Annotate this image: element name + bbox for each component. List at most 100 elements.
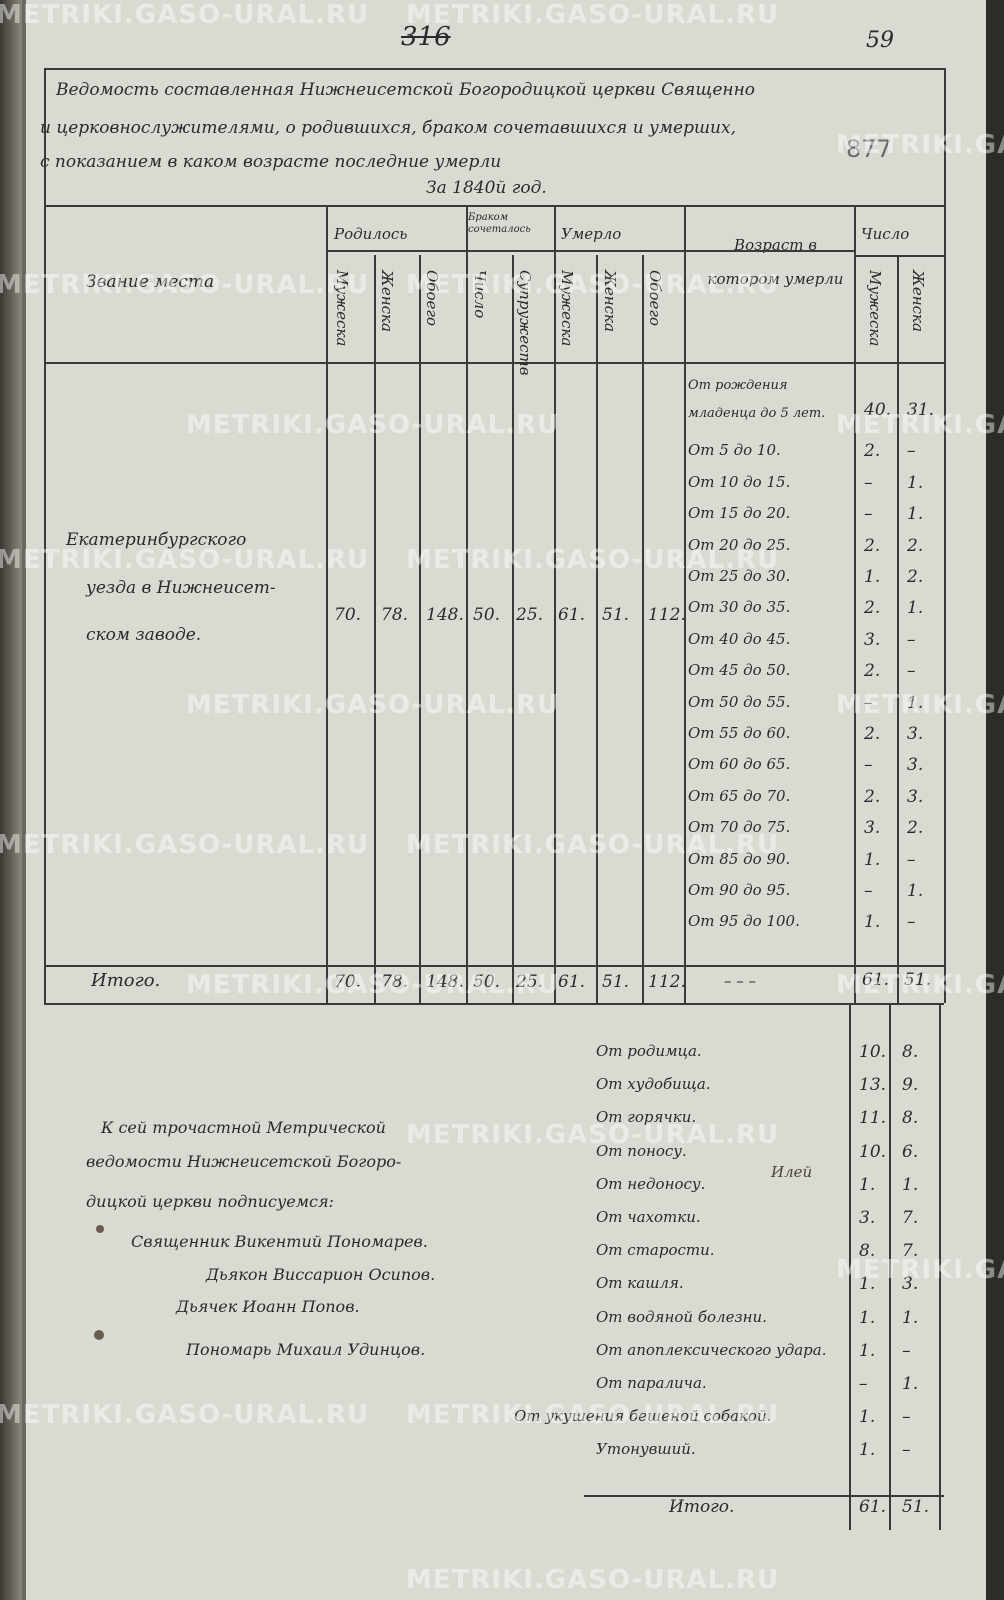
cause-male-count: 1. [859, 1307, 876, 1328]
age-male-count: 40. [864, 400, 892, 420]
cause-female-count: 7. [902, 1208, 919, 1228]
age-female-count: – [907, 849, 916, 870]
signature-sexton: Пономарь Михаил Удинцов. [186, 1340, 426, 1359]
total-value: 112. [648, 972, 686, 992]
cause-male-count: 13. [859, 1075, 887, 1096]
age-group-label: От рождения младенца до 5 лет. [688, 378, 826, 421]
watermark: METRIKI.GASO-URAL.RU [186, 690, 560, 720]
horizontal-rule [584, 1495, 944, 1497]
header-married: Браком сочеталось [468, 212, 531, 235]
cause-label: От недоносу. [596, 1174, 706, 1193]
watermark: METRIKI.GASO-URAL.RU [0, 545, 370, 575]
cell-value: 148. [426, 605, 464, 625]
signature-clerk: Дьячек Иоанн Попов. [176, 1297, 360, 1316]
title-line-3: с показанием в каком возрасте последние … [40, 152, 502, 172]
age-male-count: – [864, 881, 873, 901]
title-line-2: и церковнослужителями, о родившихся, бра… [40, 118, 736, 138]
watermark: METRIKI.GASO-URAL.RU [836, 410, 1004, 440]
age-female-count: 1. [907, 598, 924, 619]
age-female-count: 2. [907, 818, 924, 839]
vertical-rule [939, 1003, 941, 1530]
age-group-label: От 45 до 50. [688, 661, 791, 680]
age-female-count: – [907, 661, 916, 682]
vertical-rule [596, 255, 598, 1003]
cause-label: От горячки. [596, 1108, 697, 1127]
adjacent-page-edge [0, 0, 22, 1600]
causes-total-male: 61. [859, 1497, 887, 1517]
cause-male-count: 8. [859, 1241, 876, 1262]
age-female-count: 3. [907, 786, 924, 807]
cause-female-count: 1. [902, 1374, 919, 1394]
header-count: Число [861, 225, 910, 243]
cause-male-count: 10. [859, 1141, 887, 1162]
place-line-3: ском заводе. [86, 625, 202, 645]
age-group-label: От 15 до 20. [688, 504, 791, 523]
age-group-label: От 70 до 75. [688, 818, 791, 837]
binding-hole [96, 1225, 104, 1233]
cause-label: От укушения бешеной собакой. [514, 1407, 772, 1426]
totals-age-dash: – – – [724, 972, 757, 990]
age-male-count: – [864, 472, 873, 493]
watermark: METRIKI.GASO-URAL.RU [0, 270, 370, 300]
cell-value: 51. [602, 605, 630, 625]
vertical-rule [466, 205, 468, 1003]
cause-male-count: 10. [859, 1042, 887, 1062]
cause-female-count: 7. [902, 1241, 919, 1262]
age-group-label: От 60 до 65. [688, 755, 791, 774]
watermark: METRIKI.GASO-URAL.RU [406, 830, 780, 860]
age-female-count: 2. [907, 535, 924, 556]
cause-female-count: 1. [902, 1174, 919, 1195]
vertical-rule [684, 205, 686, 1003]
age-male-count: – [864, 755, 873, 776]
sign-intro-2: ведомости Нижнеисетской Богоро- [86, 1152, 402, 1171]
age-male-count: 1. [864, 849, 881, 870]
cause-male-count: 3. [859, 1208, 876, 1228]
age-female-count: – [907, 912, 916, 933]
binding-hole [94, 1330, 104, 1340]
cause-label: От худобища. [596, 1075, 711, 1094]
age-group-label: От 5 до 10. [688, 441, 781, 460]
age-female-count: – [907, 629, 916, 650]
watermark: METRIKI.GASO-URAL.RU [0, 0, 370, 30]
age-male-count: 2. [864, 786, 881, 807]
vertical-rule [944, 68, 946, 1003]
vertical-rule [854, 205, 856, 1003]
watermark: METRIKI.GASO-URAL.RU [406, 1565, 780, 1595]
column-header: Мужеска [866, 270, 884, 347]
total-value: 50. [473, 972, 501, 992]
age-group-label: От 20 до 25. [688, 535, 791, 554]
cause-label: От паралича. [596, 1374, 707, 1392]
age-group-label: От 25 до 30. [688, 567, 791, 585]
cause-female-count: – [902, 1440, 911, 1461]
cause-male-count: 1. [859, 1174, 876, 1195]
cause-label: От чахотки. [596, 1208, 701, 1226]
archive-number: 877 [846, 135, 892, 163]
causes-total-female: 51. [902, 1497, 930, 1517]
vertical-rule [512, 255, 514, 1003]
age-male-count: 2. [864, 535, 881, 556]
cause-female-count: 9. [902, 1075, 919, 1096]
age-group-label: От 10 до 15. [688, 472, 791, 491]
age-group-label: От 55 до 60. [688, 724, 791, 742]
vertical-rule [889, 1003, 891, 1530]
age-group-label: От 85 до 90. [688, 849, 791, 868]
horizontal-rule [44, 205, 944, 207]
title-line-1: Ведомость составленная Нижнеисетской Бог… [56, 80, 756, 100]
horizontal-rule [326, 250, 854, 252]
age-male-count: 1. [864, 912, 881, 933]
cell-value: 70. [334, 605, 362, 625]
header-born: Родилось [334, 225, 408, 243]
total-value: 51. [602, 972, 630, 992]
signature-priest: Священник Викентий Пономарев. [131, 1232, 428, 1251]
total-female: 51. [904, 970, 932, 990]
age-male-count: – [864, 504, 873, 525]
age-male-count: 1. [864, 567, 881, 587]
vertical-rule [374, 255, 376, 1003]
age-male-count: 2. [864, 441, 881, 462]
cell-value: 50. [473, 605, 501, 625]
cause-male-count: 1. [859, 1274, 876, 1295]
signature-deacon: Дьякон Виссарион Осипов. [206, 1265, 436, 1284]
cause-label: Утонувший. [596, 1440, 696, 1459]
age-group-label: От 65 до 70. [688, 786, 791, 805]
header-place: Звание места [86, 272, 215, 292]
